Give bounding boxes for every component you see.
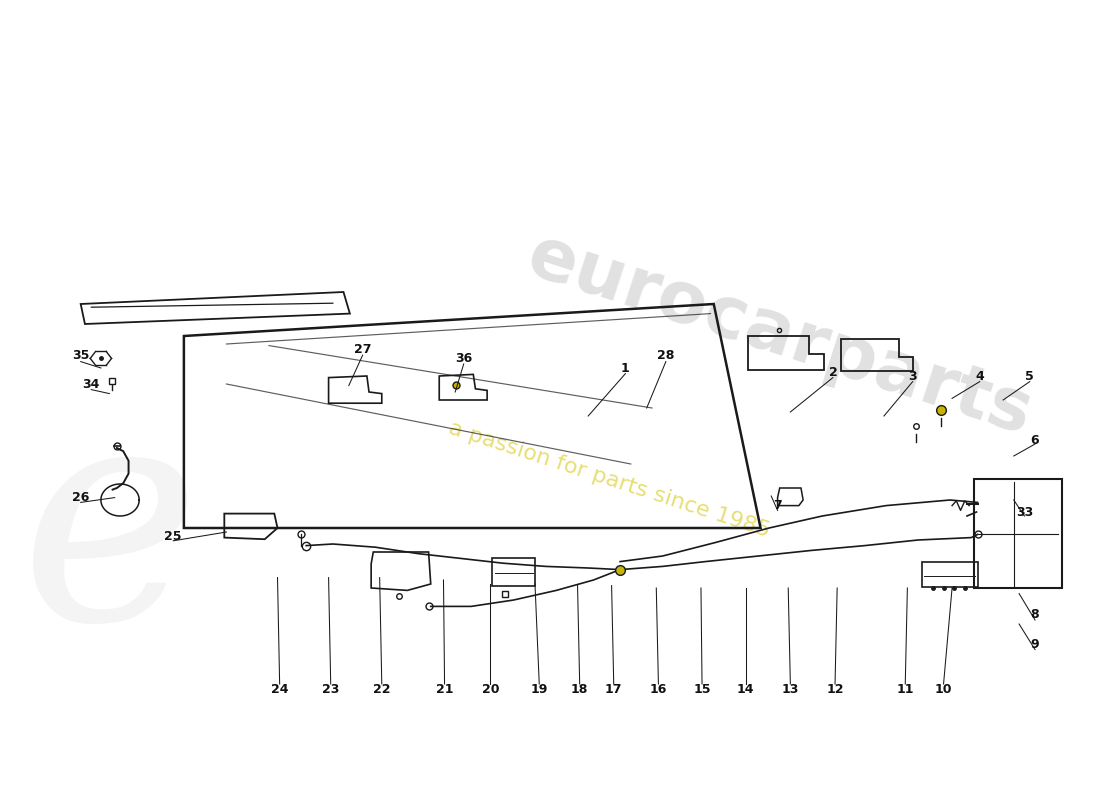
Text: 4: 4 xyxy=(976,370,984,382)
Text: 22: 22 xyxy=(373,683,390,696)
Text: 5: 5 xyxy=(1025,370,1034,382)
Text: 9: 9 xyxy=(1031,638,1040,650)
Text: 15: 15 xyxy=(693,683,711,696)
Text: 35: 35 xyxy=(72,350,89,362)
Text: 16: 16 xyxy=(650,683,667,696)
Text: 11: 11 xyxy=(896,683,914,696)
Text: 18: 18 xyxy=(571,683,588,696)
Text: 2: 2 xyxy=(828,366,837,378)
Text: 21: 21 xyxy=(436,683,453,696)
Text: 3: 3 xyxy=(909,370,917,382)
Text: 26: 26 xyxy=(72,491,89,504)
Text: 36: 36 xyxy=(455,352,472,365)
Text: 6: 6 xyxy=(1031,434,1040,446)
Text: 25: 25 xyxy=(165,530,182,542)
Text: 13: 13 xyxy=(782,683,799,696)
Text: 1: 1 xyxy=(621,362,630,374)
Text: 19: 19 xyxy=(530,683,548,696)
Text: 28: 28 xyxy=(657,350,674,362)
Text: 17: 17 xyxy=(605,683,623,696)
Text: 33: 33 xyxy=(1015,506,1033,518)
Text: 12: 12 xyxy=(826,683,844,696)
Text: 23: 23 xyxy=(322,683,340,696)
Text: 34: 34 xyxy=(82,378,100,390)
Text: 8: 8 xyxy=(1031,608,1040,621)
Text: 27: 27 xyxy=(354,343,372,356)
Text: e: e xyxy=(19,388,200,684)
Text: a passion for parts since 1985: a passion for parts since 1985 xyxy=(447,418,773,542)
Text: 7: 7 xyxy=(773,499,782,512)
Text: 14: 14 xyxy=(737,683,755,696)
Text: eurocarparts: eurocarparts xyxy=(518,222,1041,450)
Text: 24: 24 xyxy=(271,683,288,696)
Text: 20: 20 xyxy=(482,683,499,696)
Text: 10: 10 xyxy=(935,683,953,696)
